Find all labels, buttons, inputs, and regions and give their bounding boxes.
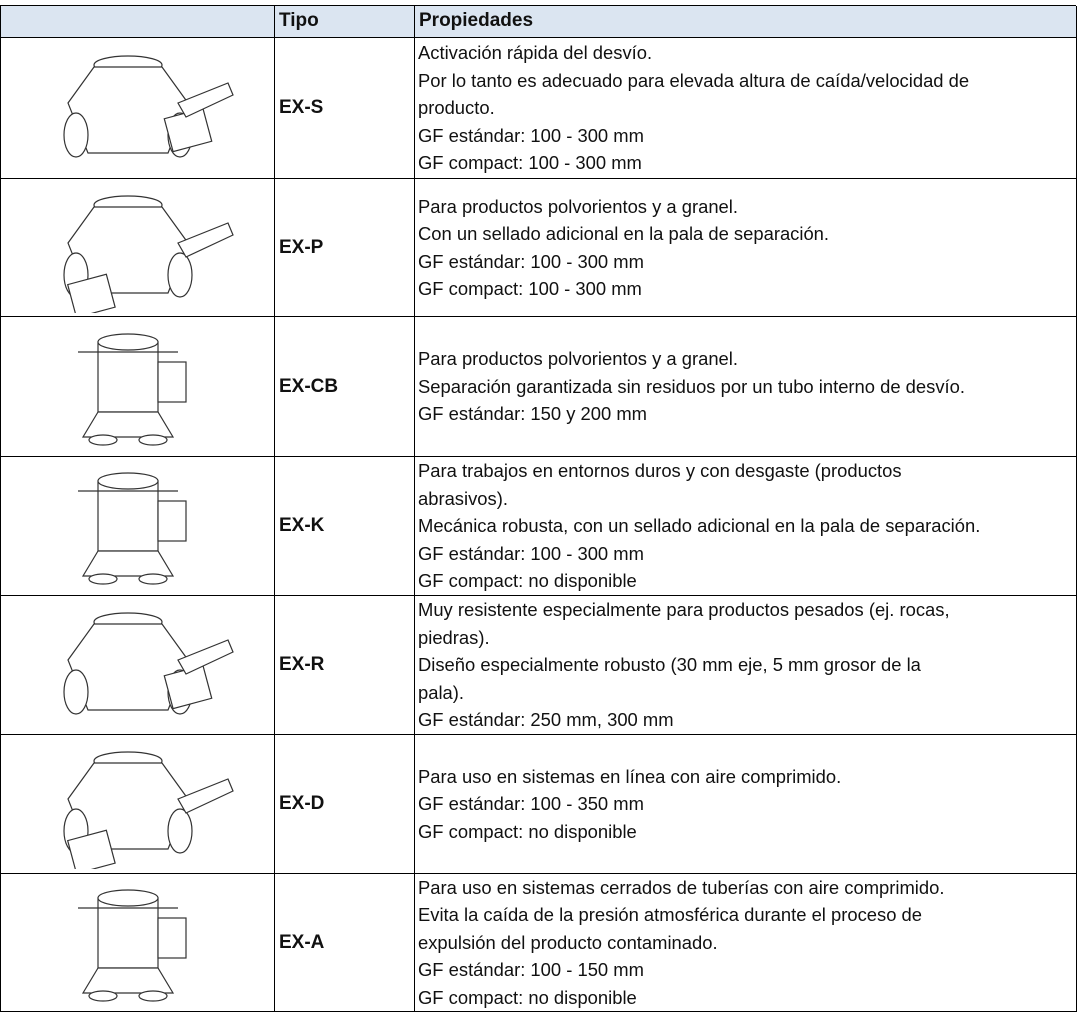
property-line: Para productos polvorientos y a granel. <box>418 195 738 217</box>
type-cell: EX-P <box>275 179 415 317</box>
property-line: Muy resistente especialmente para produc… <box>418 599 950 621</box>
property-line: Para trabajos en entornos duros y con de… <box>418 460 902 482</box>
property-line: Diseño especialmente robusto (30 mm eje,… <box>418 654 921 676</box>
property-line: GF compact: 100 - 300 mm <box>418 278 642 299</box>
property-line: GF estándar: 100 - 300 mm <box>418 542 644 564</box>
type-cell: EX-A <box>275 874 415 1012</box>
product-drawing <box>62 612 234 715</box>
header-cell: Propiedades <box>415 6 1077 38</box>
property-line: GF estándar: 250 mm, 300 mm <box>418 709 674 731</box>
property-line: Para uso en sistemas en línea con aire c… <box>418 765 842 787</box>
image-cell <box>1 596 275 735</box>
property-line: pala). <box>418 681 465 703</box>
product-drawing <box>77 332 187 446</box>
property-line: Mecánica robusta, con un sellado adicion… <box>418 515 981 537</box>
product-drawing <box>62 55 234 158</box>
product-drawing <box>77 472 187 585</box>
properties-cell: Muy resistente especialmente para produc… <box>415 596 1077 735</box>
image-cell <box>1 38 275 179</box>
type-cell: EX-D <box>275 735 415 874</box>
properties-cell: Para productos polvorientos y a granel. C… <box>415 179 1077 317</box>
header-blank <box>1 6 275 38</box>
property-line: Separación garantizada sin residuos por … <box>418 375 965 397</box>
properties-cell: Para trabajos en entornos duros y con de… <box>415 457 1077 596</box>
property-line: abrasivos). <box>418 487 508 509</box>
property-line: GF compact: no disponible <box>418 570 637 592</box>
property-line: GF estándar: 150 y 200 mm <box>418 403 647 425</box>
property-line: Para productos polvorientos y a granel. <box>418 348 738 370</box>
property-line: GF compact: no disponible <box>418 986 637 1008</box>
property-line: Activación rápida del desvío. <box>418 42 653 64</box>
type-cell: EX-R <box>275 596 415 735</box>
property-line: GF estándar: 100 - 150 mm <box>418 959 644 981</box>
property-line: Con un sellado adicional en la pala de s… <box>418 223 830 244</box>
property-line: GF estándar: 100 - 350 mm <box>418 793 644 815</box>
property-line: GF compact: 100 - 300 mm <box>418 152 642 174</box>
property-line: GF estándar: 100 - 300 mm <box>418 124 644 146</box>
type-cell: EX-K <box>275 457 415 596</box>
properties-cell: Para productos polvorientos y a granel. S… <box>415 317 1077 457</box>
property-line: Para uso en sistemas cerrados de tubería… <box>418 876 945 898</box>
image-cell <box>1 179 275 317</box>
product-drawing <box>62 751 234 869</box>
property-line: GF estándar: 100 - 300 mm <box>418 250 644 272</box>
property-line: Evita la caída de la presión atmosférica… <box>418 904 922 926</box>
properties-cell: Activación rápida del desvío. Por lo tant… <box>415 38 1077 179</box>
properties-cell: Para uso en sistemas cerrados de tubería… <box>415 874 1077 1012</box>
type-cell: EX-CB <box>275 317 415 457</box>
header-cell: Tipo <box>275 6 415 38</box>
properties-cell: Para uso en sistemas en línea con aire c… <box>415 735 1077 874</box>
property-line: Por lo tanto es adecuado para elevada al… <box>418 69 970 91</box>
property-line: GF compact: no disponible <box>418 820 637 842</box>
type-cell: EX-S <box>275 38 415 179</box>
table: Tipo Propiedades EX-S Activación rápida d… <box>0 5 1077 1012</box>
property-line: piedras). <box>418 626 490 648</box>
property-line: expulsión del producto contaminado. <box>418 931 718 953</box>
image-cell <box>1 735 275 874</box>
property-line: producto. <box>418 97 495 119</box>
image-cell <box>1 457 275 596</box>
image-cell <box>1 317 275 457</box>
image-cell <box>1 874 275 1012</box>
product-drawing <box>62 194 234 313</box>
product-drawing <box>77 888 187 1002</box>
